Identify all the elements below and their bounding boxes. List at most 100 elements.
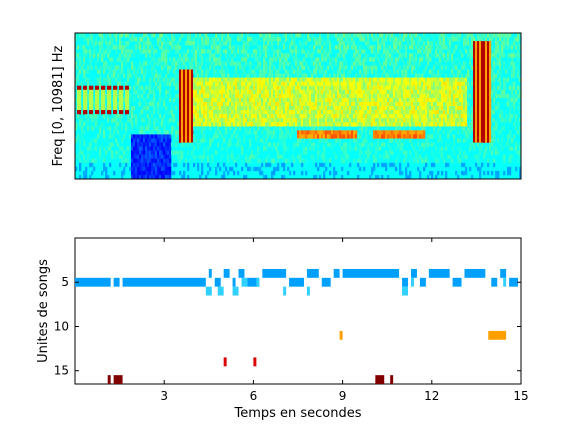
spectrogram-cell	[99, 69, 102, 74]
spectrogram-cell	[161, 150, 164, 155]
spectrogram-cell	[311, 77, 314, 82]
spectrogram-cell	[267, 101, 270, 107]
spectrogram-cell	[209, 101, 212, 107]
spectrogram-cell	[119, 146, 122, 151]
spectrogram-cell	[425, 138, 428, 143]
spectrogram-cell	[159, 150, 162, 155]
spectrogram-cell	[215, 170, 218, 176]
spectrogram-cell	[163, 57, 166, 62]
spectrogram-cell	[153, 150, 156, 155]
spectrogram-cell	[127, 45, 130, 50]
spectrogram-cell	[281, 53, 284, 58]
spectrogram-cell	[159, 158, 162, 164]
spectrogram-cell	[149, 174, 152, 180]
spectrogram-cell	[445, 81, 448, 87]
spectrogram-cell	[159, 85, 162, 91]
spectrogram-cell	[339, 41, 342, 46]
spectrogram-cell	[487, 33, 490, 38]
spectrogram-cell	[121, 33, 124, 38]
spectrogram-cell	[419, 122, 422, 127]
spectrogram-cell	[151, 65, 154, 70]
spectrogram-cell	[271, 73, 274, 78]
spectrogram-cell	[127, 154, 130, 160]
spectrogram-cell	[299, 97, 302, 103]
spectrogram-cell	[317, 57, 320, 62]
spectrogram-cell	[359, 81, 362, 87]
spectrogram-cell	[309, 134, 312, 139]
spectrogram-cell	[147, 154, 150, 160]
spectrogram-cell	[257, 118, 260, 123]
spectrogram-cell	[401, 110, 404, 115]
spectrogram-cell	[147, 174, 150, 180]
spectrogram-cell	[473, 61, 476, 66]
spectrogram-cell	[347, 93, 350, 99]
spectrogram-cell	[283, 57, 286, 62]
spectrogram-cell	[153, 170, 156, 176]
spectrogram-cell	[149, 49, 152, 54]
spectrogram-cell	[147, 118, 150, 123]
spectrogram-cell	[483, 89, 486, 95]
spectrogram-cell	[227, 45, 230, 50]
spectrogram-cell	[167, 158, 170, 164]
spectrogram-cell	[169, 85, 172, 91]
spectrogram-cell	[191, 61, 194, 66]
spectrogram-cell	[333, 61, 336, 66]
spectrogram-cell	[369, 93, 372, 99]
spectrogram-cell	[415, 53, 418, 58]
spectrogram-cell	[127, 110, 130, 115]
spectrogram-cell	[477, 73, 480, 78]
spectrogram-cell	[313, 110, 316, 115]
spectrogram-cell	[239, 138, 242, 143]
spectrogram-cell	[287, 81, 290, 87]
spectrogram-cell	[423, 134, 426, 139]
spectrogram-cell	[127, 53, 130, 58]
spectrogram-cell	[159, 81, 162, 87]
spectrogram-cell	[441, 154, 444, 160]
spectrogram-cell	[241, 33, 244, 38]
spectrogram-cell	[275, 97, 278, 103]
spectrogram-cell	[197, 118, 200, 123]
spectrogram-cell	[249, 166, 252, 172]
spectrogram-cell	[341, 81, 344, 87]
spectrogram-cell	[441, 33, 444, 38]
spectrogram-cell	[367, 146, 370, 151]
spectrogram-cell	[413, 89, 416, 95]
spectrogram-cell	[453, 150, 456, 155]
spectrogram-cell	[325, 49, 328, 54]
spectrogram-cell	[177, 130, 180, 135]
spectrogram-cell	[171, 130, 174, 135]
spectrogram-cell	[453, 134, 456, 139]
spectrogram-cell	[189, 81, 192, 87]
spectrogram-cell	[333, 33, 336, 38]
spectrogram-cell	[83, 174, 86, 180]
spectrogram-cell	[167, 45, 170, 50]
spectrogram-cell	[389, 146, 392, 151]
spectrogram-cell	[455, 93, 458, 99]
spectrogram-cell	[205, 154, 208, 160]
spectrogram-cell	[453, 89, 456, 95]
spectrogram-cell	[95, 89, 98, 95]
spectrogram-cell	[213, 73, 216, 78]
spectrogram-cell	[371, 146, 374, 151]
spectrogram-cell	[399, 138, 402, 143]
spectrogram-cell	[231, 114, 234, 119]
spectrogram-cell	[333, 134, 336, 139]
spectrogram-cell	[183, 81, 186, 87]
spectrogram-cell	[223, 85, 226, 91]
spectrogram-cell	[477, 138, 480, 143]
spectrogram-cell	[395, 41, 398, 46]
spectrogram-cell	[313, 81, 316, 87]
spectrogram-cell	[361, 57, 364, 62]
spectrogram-cell	[423, 77, 426, 82]
spectrogram-cell	[359, 118, 362, 123]
spectrogram-cell	[431, 85, 434, 91]
spectrogram-cell	[167, 142, 170, 147]
spectrogram-cell	[223, 77, 226, 82]
spectrogram-cell	[195, 101, 198, 107]
spectrogram-cell	[103, 93, 106, 99]
spectrogram-cell	[471, 110, 474, 115]
spectrogram-cell	[289, 158, 292, 164]
spectrogram-cell	[75, 37, 78, 42]
spectrogram-cell	[307, 110, 310, 115]
spectrogram-cell	[317, 150, 320, 155]
